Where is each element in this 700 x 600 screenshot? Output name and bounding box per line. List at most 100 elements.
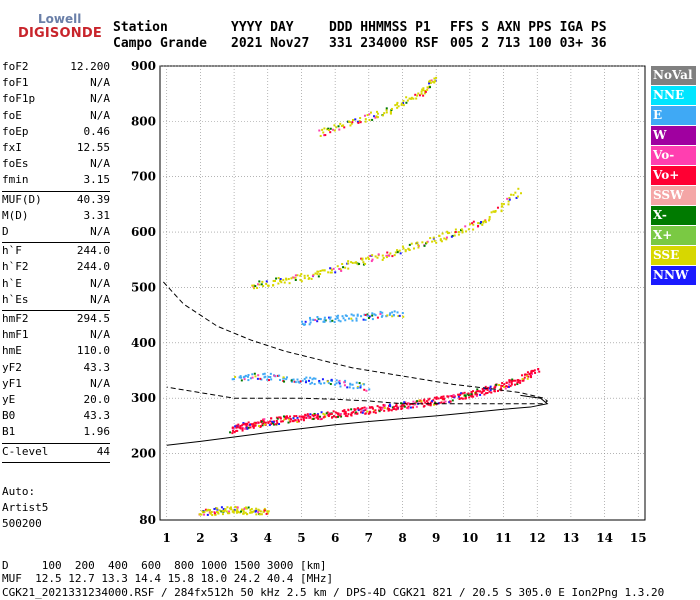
param-label: h`E: [2, 276, 22, 290]
data-point: [519, 381, 522, 384]
data-point: [379, 310, 382, 313]
data-point: [287, 277, 290, 280]
data-point: [238, 426, 241, 429]
param-label: h`Es: [2, 292, 29, 306]
data-point: [220, 506, 223, 509]
data-point: [488, 218, 491, 221]
param-row: hmF2 294.5: [2, 312, 110, 328]
data-point: [408, 97, 411, 100]
data-point: [443, 398, 446, 401]
data-point: [303, 277, 306, 280]
data-point: [374, 255, 377, 258]
data-point: [448, 231, 451, 234]
x-tick-label: 6: [331, 531, 339, 545]
data-point: [316, 416, 319, 419]
data-point: [298, 415, 301, 418]
data-point: [481, 391, 484, 394]
data-point: [340, 269, 343, 272]
param-row: fxI 12.55: [2, 141, 110, 157]
footer-distance: D 100 200 400 600 800 1000 1500 3000 [km…: [2, 559, 327, 572]
y-tick-label: 900: [131, 59, 156, 73]
data-point: [330, 271, 333, 274]
data-point: [259, 510, 262, 513]
data-point: [418, 399, 421, 402]
data-point: [381, 407, 384, 410]
param-value: N/A: [90, 108, 110, 122]
data-point: [251, 510, 254, 513]
data-point: [402, 247, 405, 250]
param-row: h`E N/A: [2, 277, 110, 293]
footer-info: CGK21_2021331234000.RSF / 284fx512h 50 k…: [2, 586, 665, 599]
data-point: [294, 276, 297, 279]
header-line-1-field-0: Station: [113, 20, 168, 35]
data-point: [244, 511, 247, 514]
data-point: [251, 373, 254, 376]
data-point: [312, 415, 315, 418]
data-point: [467, 228, 470, 231]
data-point: [471, 222, 474, 225]
data-point: [317, 270, 320, 273]
legend-item: X+: [651, 226, 696, 245]
param-row: foF1 N/A: [2, 76, 110, 92]
data-point: [251, 376, 254, 379]
data-point: [323, 134, 326, 137]
data-point: [454, 228, 457, 231]
data-point: [521, 377, 524, 380]
data-point: [426, 86, 429, 89]
data-point: [316, 413, 319, 416]
data-point: [272, 284, 275, 287]
param-row: B0 43.3: [2, 409, 110, 425]
data-point: [321, 269, 324, 272]
data-point: [365, 389, 368, 392]
data-point: [528, 373, 531, 376]
data-point: [440, 396, 443, 399]
y-tick-label: 300: [131, 391, 156, 405]
x-tick-label: 14: [596, 531, 613, 545]
auto-artist: Artist5: [2, 501, 49, 514]
data-point: [330, 412, 333, 415]
data-point: [314, 318, 317, 321]
data-point: [530, 371, 533, 374]
data-point: [435, 76, 438, 79]
data-point: [300, 415, 303, 418]
data-point: [495, 383, 498, 386]
data-point: [505, 381, 508, 384]
param-separator: [2, 461, 110, 463]
data-point: [434, 402, 437, 405]
data-point: [354, 412, 357, 415]
data-point: [470, 395, 473, 398]
data-point: [361, 411, 364, 414]
data-point: [241, 427, 244, 430]
data-point: [238, 376, 241, 379]
data-point: [245, 425, 248, 428]
data-point: [356, 120, 359, 123]
data-point: [249, 377, 252, 380]
data-point: [439, 239, 442, 242]
data-point: [234, 425, 237, 428]
data-point: [319, 273, 322, 276]
data-point: [361, 257, 364, 260]
data-point: [363, 388, 366, 391]
data-point: [361, 407, 364, 410]
data-point: [247, 379, 250, 382]
data-point: [432, 236, 435, 239]
data-point: [322, 412, 325, 415]
data-point: [397, 315, 400, 318]
data-point: [382, 403, 385, 406]
data-point: [276, 421, 279, 424]
param-row: hmE 110.0: [2, 344, 110, 360]
data-point: [285, 278, 288, 281]
data-point: [538, 370, 541, 373]
data-point: [368, 113, 371, 116]
data-point: [523, 376, 526, 379]
logo-main-text: DIGISONDE: [18, 26, 102, 41]
data-point: [356, 387, 359, 390]
data-point: [391, 255, 394, 258]
data-point: [260, 513, 263, 516]
data-point: [307, 414, 310, 417]
data-point: [232, 429, 235, 432]
data-point: [371, 318, 374, 321]
data-point: [333, 383, 336, 386]
data-point: [232, 509, 235, 512]
data-point: [366, 313, 369, 316]
